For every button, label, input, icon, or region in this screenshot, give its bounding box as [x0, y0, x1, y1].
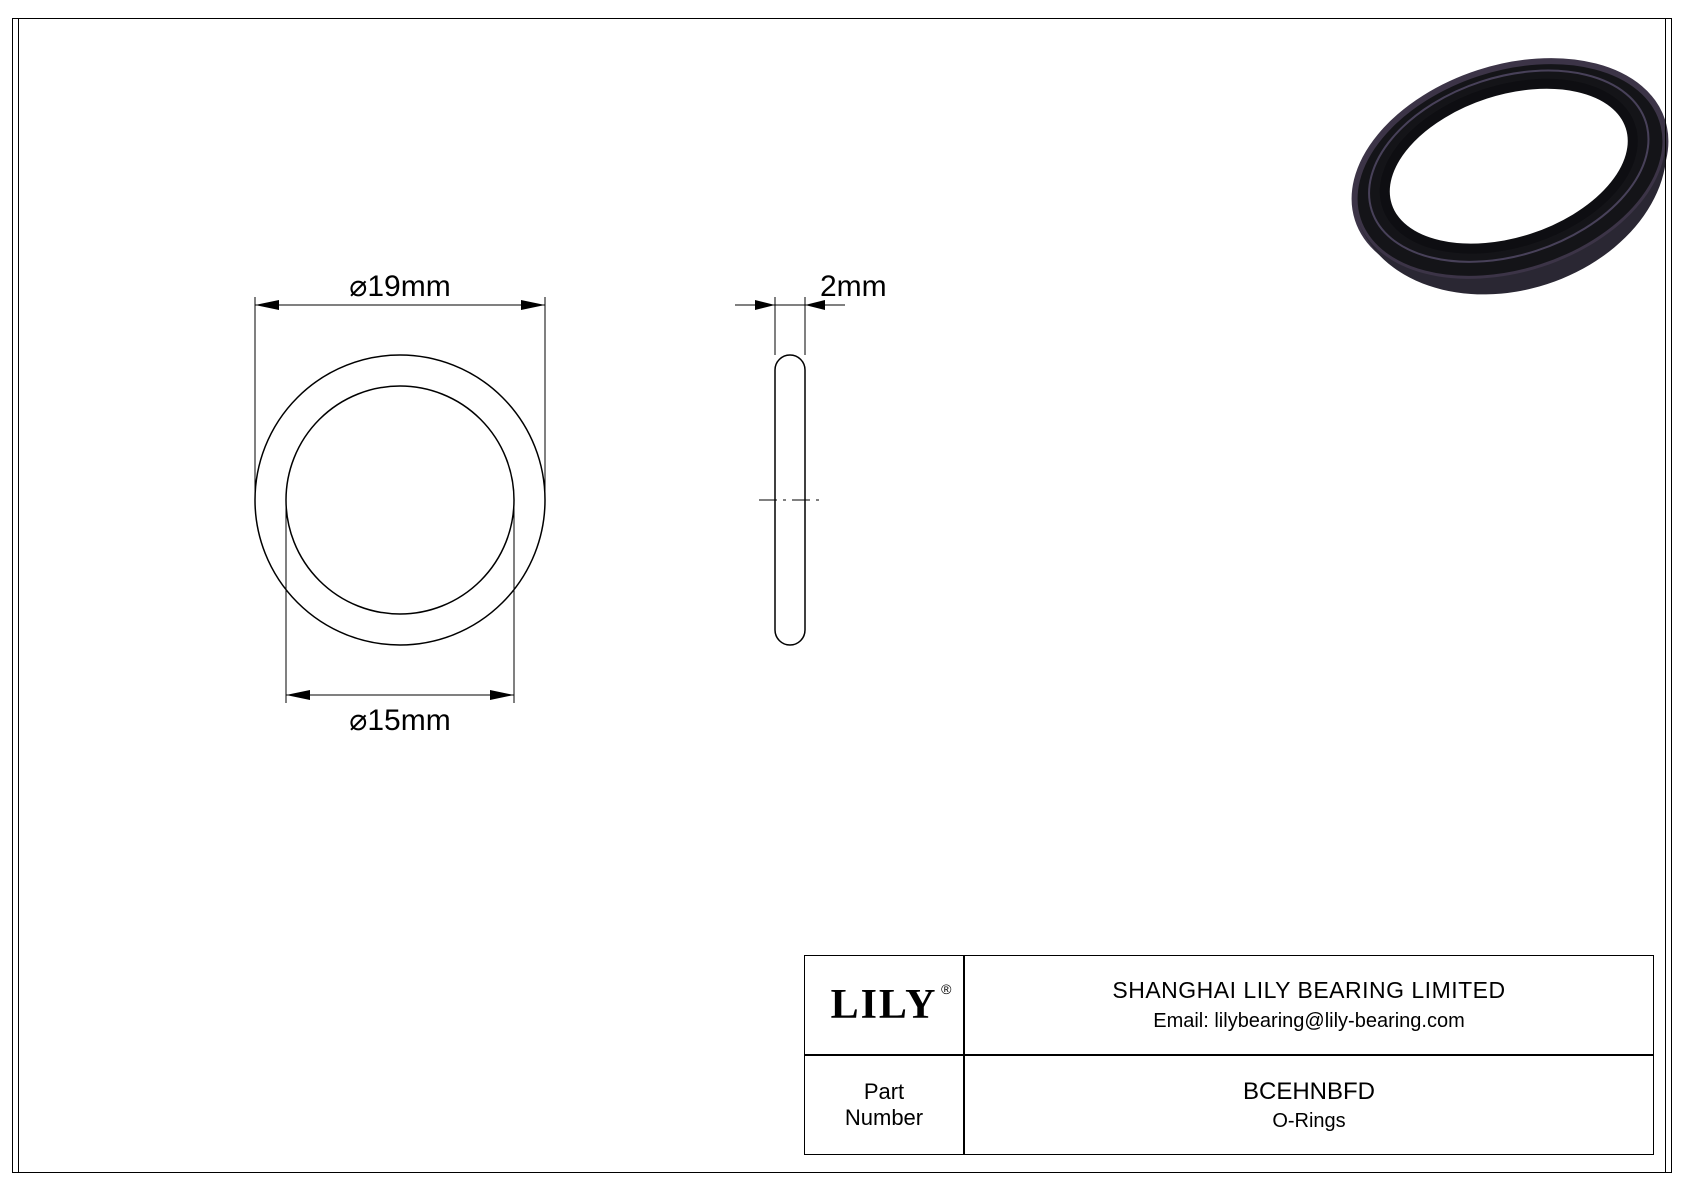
logo-word: LILY: [831, 982, 938, 1028]
part-number-value-cell: BCEHNBFD O-Rings: [964, 1055, 1654, 1155]
logo-text: LILY®: [831, 981, 938, 1029]
company-cell: SHANGHAI LILY BEARING LIMITED Email: lil…: [964, 955, 1654, 1055]
part-number-label-cell: Part Number: [804, 1055, 964, 1155]
company-name: SHANGHAI LILY BEARING LIMITED: [1112, 977, 1505, 1004]
drawing-page: ⌀19mm ⌀15mm: [0, 0, 1684, 1191]
part-number-label-line2: Number: [845, 1105, 923, 1131]
logo-cell: LILY®: [804, 955, 964, 1055]
registered-mark: ®: [941, 981, 953, 997]
product-name: O-Rings: [1272, 1110, 1345, 1133]
company-email: Email: lilybearing@lily-bearing.com: [1153, 1010, 1465, 1033]
part-number-value: BCEHNBFD: [1243, 1078, 1375, 1106]
title-block: LILY® SHANGHAI LILY BEARING LIMITED Emai…: [804, 955, 1654, 1155]
part-number-label-line1: Part: [864, 1079, 904, 1105]
